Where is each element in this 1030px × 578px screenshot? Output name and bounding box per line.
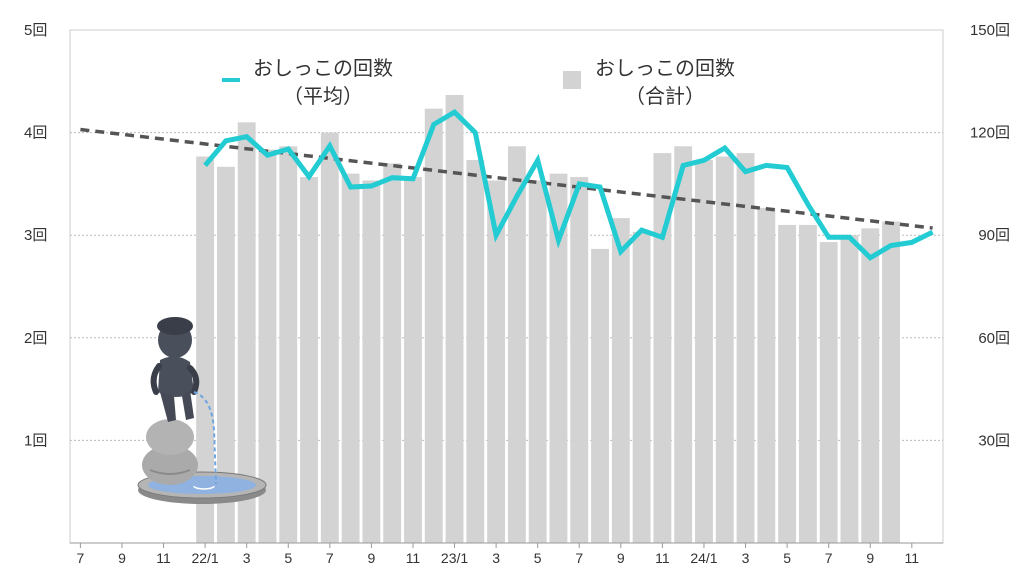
x-tick-label: 22/1	[191, 550, 218, 566]
x-tick-label: 3	[492, 550, 500, 566]
bar	[632, 231, 651, 543]
legend-bar-label: おしっこの回数	[595, 56, 735, 80]
manneken-pis-illustration	[137, 317, 267, 504]
x-tick-label: 11	[156, 550, 171, 566]
x-tick-label: 9	[118, 550, 126, 566]
x-tick-label: 9	[617, 550, 625, 566]
x-tick-label: 7	[825, 550, 833, 566]
bar	[383, 163, 402, 543]
bar	[882, 221, 900, 543]
bar	[570, 177, 589, 543]
bar	[196, 156, 215, 544]
left-tick-label: 1回	[24, 432, 47, 449]
x-tick-label: 5	[284, 550, 292, 566]
bar	[819, 242, 838, 544]
x-tick-label: 5	[534, 550, 542, 566]
bar	[528, 180, 547, 544]
bar	[674, 146, 693, 543]
bar	[258, 149, 277, 543]
bar	[736, 153, 755, 543]
bar	[757, 207, 776, 543]
legend-bar-sublabel: （合計）	[625, 84, 705, 108]
x-tick-label: 23/1	[441, 550, 468, 566]
bar	[715, 156, 734, 544]
axes: 1回 2回 3回 4回 5回 30回 60回 90回 120回 150回 7 9 11 22/1 3 5 7 9 1…	[24, 22, 1010, 566]
bar	[861, 228, 880, 544]
left-tick-label: 2回	[24, 330, 47, 347]
bar	[424, 108, 443, 543]
bar	[466, 159, 485, 543]
x-tick-label: 7	[326, 550, 334, 566]
x-tick-label: 11	[655, 550, 670, 566]
bar	[237, 122, 256, 543]
x-tick-label: 24/1	[690, 550, 717, 566]
bar	[216, 166, 235, 544]
bar	[362, 180, 381, 544]
bar	[404, 177, 422, 543]
left-tick-label: 4回	[24, 125, 47, 142]
bar-series	[196, 94, 900, 544]
right-tick-label: 120回	[970, 125, 1010, 142]
left-tick-label: 5回	[24, 22, 47, 39]
x-tick-label: 3	[243, 550, 251, 566]
x-tick-label: 7	[575, 550, 583, 566]
x-tick-label: 3	[742, 550, 750, 566]
bar	[611, 218, 630, 543]
x-tick-label: 7	[76, 550, 84, 566]
x-tick-label: 5	[783, 550, 791, 566]
bar	[279, 146, 298, 543]
bar	[591, 248, 609, 543]
bar	[653, 153, 672, 543]
bar	[507, 146, 526, 543]
legend-line-label: おしっこの回数	[253, 56, 393, 80]
bar	[549, 173, 568, 543]
bar	[341, 173, 360, 543]
bar	[695, 159, 713, 543]
right-tick-label: 60回	[978, 330, 1010, 347]
legend-bar-swatch	[563, 71, 581, 89]
x-tick-label: 9	[866, 550, 874, 566]
line-series	[203, 108, 934, 261]
left-tick-label: 3回	[24, 227, 47, 244]
bar	[445, 94, 464, 543]
x-tick-label: 11	[406, 550, 421, 566]
right-tick-label: 30回	[978, 432, 1010, 449]
bar	[487, 180, 506, 544]
right-tick-label: 90回	[978, 227, 1010, 244]
bar	[320, 132, 339, 543]
legend: おしっこの回数 （平均） おしっこの回数 （合計）	[222, 56, 735, 108]
bar	[300, 177, 318, 543]
average-line	[203, 108, 934, 261]
bar	[840, 235, 859, 543]
right-tick-label: 150回	[970, 22, 1010, 39]
x-tick-label: 9	[367, 550, 375, 566]
bar	[778, 224, 797, 543]
bar	[798, 224, 817, 543]
legend-line-sublabel: （平均）	[283, 84, 363, 108]
x-tick-label: 11	[905, 550, 920, 566]
